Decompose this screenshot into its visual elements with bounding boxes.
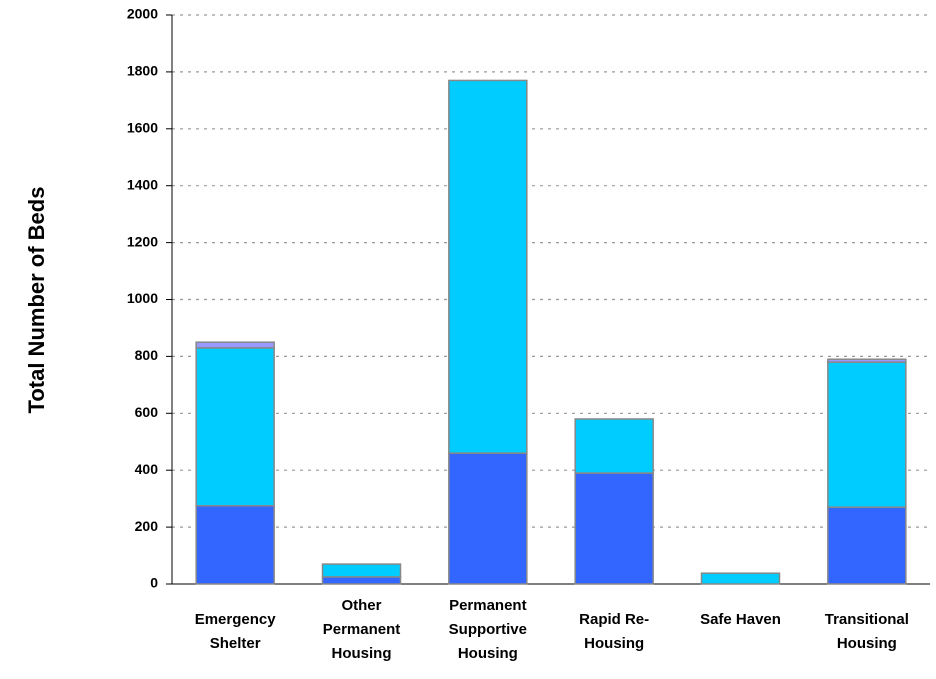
- x-tick-label: Rapid Re-Housing: [579, 611, 650, 652]
- y-tick-label: 600: [135, 404, 159, 420]
- y-tick-label: 0: [150, 575, 158, 591]
- bar-segment: [321, 576, 402, 585]
- y-tick-label: 1200: [127, 233, 158, 249]
- y-tick-label: 1400: [127, 176, 158, 192]
- x-tick-label: Emergency Shelter: [194, 611, 276, 652]
- bar-segment: [574, 472, 654, 585]
- x-tick-label: Other Permanent Housing: [322, 597, 401, 662]
- x-tick-label: Safe Haven: [700, 611, 781, 628]
- y-tick-label: 1600: [127, 120, 158, 136]
- bar-segment: [827, 361, 907, 508]
- bar-segment: [448, 79, 528, 454]
- bar-segment: [195, 347, 275, 507]
- y-tick-label: 400: [135, 461, 159, 477]
- y-tick-label: 800: [135, 347, 159, 363]
- y-tick-label: 2000: [127, 6, 158, 22]
- bar-segment: [827, 506, 907, 585]
- x-tick-label: Permanent Supportive Housing: [448, 597, 527, 662]
- bar-segment: [321, 563, 402, 578]
- bar-segment: [574, 418, 654, 474]
- bar-segment: [700, 572, 781, 585]
- x-tick-label: Transitional Housing: [824, 611, 909, 652]
- bar-segment: [448, 452, 528, 585]
- bar-segment: [195, 505, 275, 585]
- bar-segment: [827, 358, 907, 363]
- y-axis-label: Total Number of Beds: [24, 187, 49, 414]
- y-tick-label: 1000: [127, 290, 158, 306]
- y-tick-label: 200: [135, 518, 159, 534]
- bar-segment: [195, 341, 275, 349]
- y-tick-label: 1800: [127, 63, 158, 79]
